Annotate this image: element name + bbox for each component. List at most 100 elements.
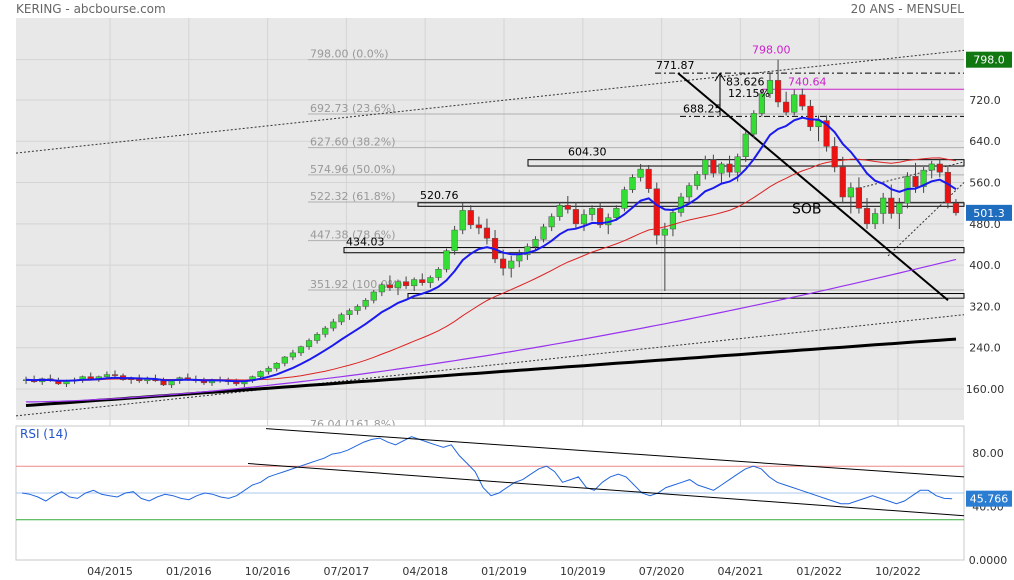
candle-body [483,227,491,239]
candle-body [459,210,466,231]
sr-band [343,247,965,254]
annotation-pct: 12.15% [728,87,770,100]
wedge-lower [887,182,965,257]
candle-body [597,208,604,226]
candle-body [613,208,620,218]
candle-body [467,210,474,226]
y-tick-label: 720.0 [969,94,1001,107]
last-price-text: 501.3 [973,207,1005,220]
candle-body [936,163,943,173]
candle-body [516,254,523,262]
candle-body [645,168,652,189]
upper-channel-line [15,49,965,154]
candle-body [766,80,774,95]
candle-body [686,185,693,198]
y-tick-label: 320.0 [969,300,1001,313]
candle-body [508,260,515,269]
candle-body [791,94,798,113]
ma200-line [25,337,957,407]
candle-body [475,224,482,229]
candle-body [443,250,450,270]
candle-body [330,321,337,329]
annotation-740: 740.64 [788,75,827,88]
y-tick-label: 400.0 [969,259,1001,272]
candle-body [580,214,588,225]
candle-body [548,216,555,228]
candle-body [168,380,175,386]
candle-body [394,281,402,289]
candle-body [370,291,377,301]
candle-body [734,156,741,173]
candle-body [952,202,960,214]
candle-body [831,146,838,168]
y-tick-label: 240.0 [969,342,1001,355]
rsi-line [21,436,953,505]
candle-body [677,196,685,213]
candle-body [160,380,167,386]
fib-level-label: 627.60 (38.2%) [310,136,396,149]
x-tick-label: 04/2015 [87,565,133,578]
downtrend-line [677,72,949,302]
candle-body [87,376,94,379]
sr-band [407,293,965,299]
candle-body [783,101,790,113]
candle-body [669,212,677,230]
candle-body [556,205,563,217]
candle-body [257,371,264,377]
candle-body [920,169,927,187]
annotation-sob: SOB [792,202,822,218]
candle-body [305,340,313,347]
candle-body [273,362,280,369]
candle-body [362,299,369,307]
candle-body [823,120,830,147]
candle-body [540,226,547,240]
rsi-value-text: 45.766 [970,493,1009,506]
annotation-771: 771.87 [656,59,695,72]
rsi-value-tag [966,490,1012,507]
candle-body [378,284,385,293]
top-price-text: 798.0 [973,54,1005,67]
rsi-tick-label: 0.0000 [969,554,1008,567]
x-tick-label: 10/2016 [245,565,291,578]
y-tick-label: 160.00 [966,383,1005,396]
candle-body [653,188,660,236]
candle-body [621,189,628,209]
fib-level-label: 798.00 (0.0%) [310,48,389,61]
candle-body [774,80,782,103]
annotation-798: 798.00 [752,44,791,57]
candle-body [839,166,846,198]
rsi-title: RSI (14) [20,427,68,441]
candle-body [718,163,725,174]
fib-level-label: 574.96 (50.0%) [310,163,396,176]
top-price-tag [966,51,1012,68]
fib-level-label: 522.32 (61.8%) [310,190,396,203]
candle-body [637,168,644,178]
y-tick-label: 560.0 [969,177,1001,190]
last-price-tag [966,204,1012,221]
rsi-upper-trendline [265,428,965,478]
candle-body [694,174,701,186]
candle-body [103,374,110,377]
candle-body [572,209,579,225]
fib-level-label: 447.38 (78.6%) [310,229,396,242]
candle-body [726,163,733,173]
candle-body [588,208,596,215]
candle-body [944,171,951,204]
y-tick-label: 640.0 [969,135,1001,148]
candle-body [863,208,871,225]
annotation-604: 604.30 [568,146,607,159]
x-tick-label: 10/2022 [875,565,921,578]
candle-body [928,163,935,171]
candle-body [354,306,361,311]
candle-body [710,159,717,174]
candle-body [880,197,887,214]
candle-body [346,310,353,315]
candle-body [435,269,442,278]
rsi-tick-label: 80.00 [972,447,1004,460]
candle-body [411,279,418,287]
candle-body [888,197,895,214]
candle-body [799,94,806,107]
candle-body [847,187,854,198]
chart-title: KERING - abcbourse.com [16,2,166,16]
